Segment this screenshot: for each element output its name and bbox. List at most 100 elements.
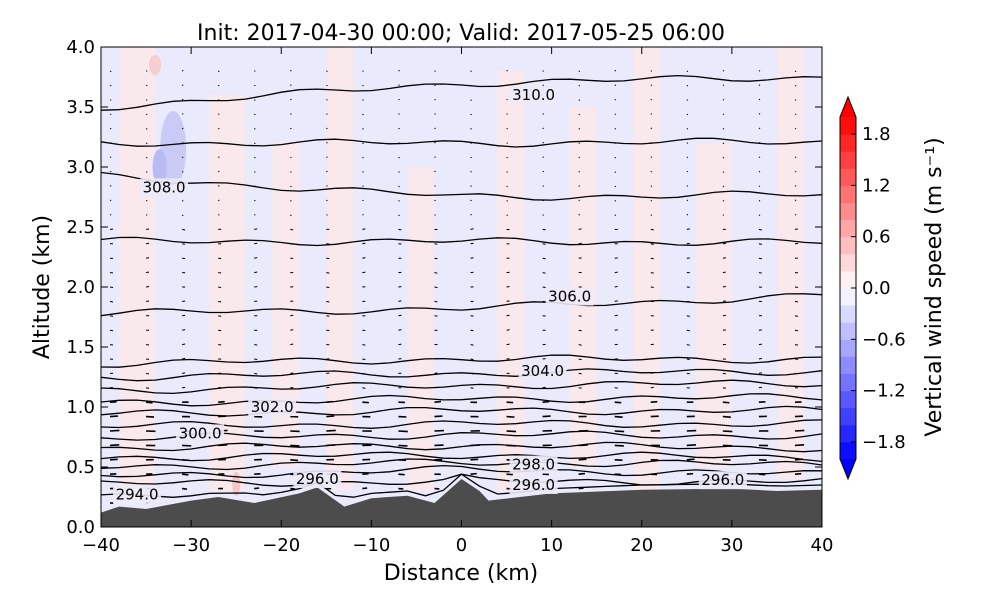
wind-vector (254, 487, 260, 490)
wind-vector (290, 214, 292, 217)
colorbar-level (840, 305, 856, 323)
colorbar-level (840, 407, 856, 426)
colorbar-tick-label: 0.0 (862, 278, 891, 299)
isentrope-line (101, 354, 822, 368)
wind-vector (470, 128, 472, 130)
x-tick-label: 40 (811, 535, 834, 556)
wind-vector (794, 344, 799, 346)
wind-vector (542, 257, 546, 260)
wind-vector (109, 329, 114, 332)
wind-vector (434, 272, 438, 274)
wind-vector (253, 128, 256, 130)
wind-vector (470, 242, 474, 245)
wind-vector (578, 358, 582, 361)
wind-vector (182, 473, 189, 476)
wind-vector (290, 444, 300, 447)
wind-vector (398, 84, 400, 86)
wind-vector (254, 372, 258, 375)
contour-label-bg (509, 86, 558, 104)
contour-label-bg (293, 470, 342, 488)
wind-vector (290, 84, 292, 86)
wind-vector (794, 315, 799, 317)
wind-vector (290, 98, 292, 101)
wind-vector (109, 70, 112, 73)
wind-vector (794, 84, 797, 87)
wind-vector (614, 444, 624, 447)
wind-vector (614, 314, 618, 317)
wind-vector (362, 358, 366, 361)
wind-vector (578, 228, 582, 230)
wind-vector (578, 472, 586, 475)
wind-vector (758, 372, 763, 374)
wind-vector (506, 185, 508, 188)
isentrope-line (101, 393, 822, 407)
wind-vector (145, 142, 148, 145)
y-tick-label: 4.0 (66, 37, 95, 58)
wind-vector (254, 271, 258, 274)
contour-label-bg (176, 424, 225, 443)
wind-vector (254, 358, 258, 361)
isentrope-line (101, 464, 822, 479)
wind-vector (758, 113, 761, 115)
wind-vector (362, 472, 369, 475)
wind-vector (722, 171, 725, 173)
contour-label-bg (509, 476, 558, 494)
y-tick-label: 2.5 (66, 217, 95, 238)
wind-vector (254, 387, 258, 389)
wind-vector (181, 214, 184, 217)
wind-vector (145, 156, 148, 159)
x-axis: −40 −30 −20 −10 0 10 20 30 40 (82, 47, 833, 556)
wind-vector (722, 401, 730, 404)
wind-vector (326, 272, 330, 274)
wind-vector (758, 127, 761, 130)
contour-label: 308.0 (143, 178, 186, 196)
wind-vector (614, 300, 618, 302)
wind-vector (434, 415, 443, 418)
negative-wind-patch (160, 111, 187, 187)
wind-vector (794, 458, 803, 461)
wind-vector (326, 142, 328, 144)
colorbar-tick-label: 0.6 (862, 227, 891, 248)
wind-vector (794, 300, 799, 303)
wind-vector (614, 285, 618, 288)
contour-label-bg (248, 398, 297, 416)
wind-vector (434, 257, 438, 260)
x-tick-label: 20 (630, 535, 653, 556)
positive-wind-streak (776, 47, 804, 479)
wind-vector (434, 141, 436, 144)
contour-label: 300.0 (179, 424, 222, 442)
wind-vector (434, 300, 438, 303)
wind-vector (434, 400, 442, 403)
colorbar-level (840, 339, 856, 357)
wind-vector (398, 214, 400, 217)
wind-vector (542, 272, 546, 274)
wind-vector (614, 156, 617, 159)
wind-vector (362, 242, 366, 245)
wind-vector (182, 243, 186, 245)
wind-vector (181, 98, 184, 101)
isentrope-line (101, 458, 822, 471)
wind-vector (254, 257, 258, 259)
x-tick-label: −10 (352, 535, 390, 556)
wind-vector (578, 213, 581, 216)
positive-wind-streak (119, 47, 156, 503)
wind-vector (109, 170, 112, 173)
wind-vector (470, 472, 477, 475)
wind-vector (722, 185, 725, 188)
wind-vector (578, 242, 582, 245)
y-tick-label: 1.5 (66, 337, 95, 358)
wind-vector (218, 444, 228, 447)
wind-vector (506, 69, 508, 72)
wind-vector (722, 285, 726, 288)
wind-vector (542, 386, 546, 389)
wind-vector (362, 487, 368, 490)
wind-vector (686, 70, 689, 73)
wind-vector (181, 113, 184, 115)
x-tick-label: −30 (172, 535, 210, 556)
contour-label: 294.0 (116, 486, 159, 504)
wind-vector (614, 415, 623, 418)
wind-vector (290, 329, 294, 331)
wind-vector (722, 415, 731, 418)
wind-vector (398, 430, 408, 433)
